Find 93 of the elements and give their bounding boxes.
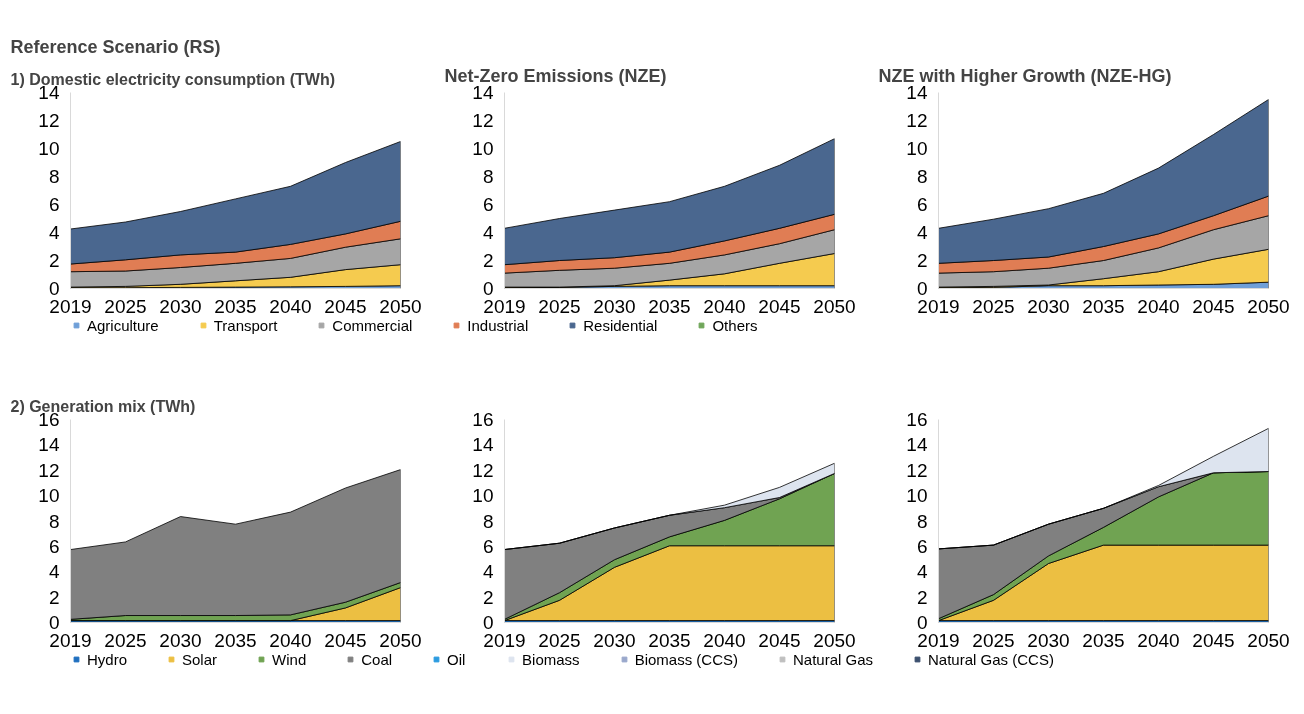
y-tick-label: 16 — [472, 409, 494, 430]
x-tick-label: 2045 — [324, 629, 367, 651]
x-tick-label: 2045 — [758, 295, 801, 317]
legend-label: Commercial — [332, 316, 413, 334]
y-tick-label: 8 — [916, 166, 928, 187]
legend-label: Hydro — [87, 650, 128, 668]
x-tick-label: 2045 — [758, 629, 801, 651]
y-tick-label: 6 — [482, 194, 494, 215]
x-tick-label: 2040 — [703, 629, 746, 651]
x-tick-label: 2040 — [1137, 295, 1180, 317]
y-tick-label: 8 — [482, 166, 494, 187]
legend-label: Oil — [447, 650, 467, 668]
x-tick-label: 2030 — [159, 629, 202, 651]
x-tick-label: 2050 — [1247, 629, 1290, 651]
legend-label: Residential — [583, 316, 658, 334]
x-tick-label: 2035 — [648, 295, 691, 317]
y-tick-label: 4 — [48, 561, 60, 583]
x-tick-label: 2025 — [972, 295, 1015, 317]
x-tick-label: 2050 — [379, 295, 422, 317]
y-tick-label: 4 — [916, 222, 928, 243]
x-tick-label: 2025 — [538, 629, 581, 651]
y-tick-label: 10 — [906, 138, 928, 159]
x-tick-label: 2040 — [1137, 629, 1180, 651]
y-tick-label: 6 — [48, 194, 60, 215]
y-tick-label: 6 — [916, 194, 928, 215]
legend-label: Others — [712, 316, 758, 334]
y-tick-label: 2 — [48, 250, 60, 271]
y-tick-label: 2 — [916, 250, 928, 271]
y-tick-label: 12 — [472, 459, 494, 481]
y-tick-label: 10 — [38, 485, 60, 507]
x-tick-label: 2035 — [1082, 629, 1125, 651]
legend-label: Coal — [361, 650, 393, 668]
chart-title: Reference Scenario (RS) — [10, 36, 221, 57]
x-tick-label: 2035 — [1082, 295, 1125, 317]
y-tick-label: 14 — [906, 434, 928, 456]
legend-label: Industrial — [467, 316, 529, 334]
y-tick-label: 8 — [48, 166, 60, 187]
x-tick-label: 2045 — [324, 295, 367, 317]
y-tick-label: 8 — [916, 510, 928, 532]
legend-label: Biomass (CCS) — [634, 650, 738, 668]
x-tick-label: 2035 — [214, 629, 257, 651]
y-tick-label: 6 — [916, 535, 928, 557]
y-tick-label: 2 — [916, 586, 928, 608]
x-tick-label: 2050 — [813, 629, 856, 651]
x-tick-label: 2030 — [593, 629, 636, 651]
y-tick-label: 2 — [48, 586, 60, 608]
x-tick-label: 2025 — [104, 629, 147, 651]
y-tick-label: 4 — [482, 561, 494, 583]
y-tick-label: 10 — [38, 138, 60, 159]
x-tick-label: 2040 — [269, 629, 312, 651]
y-tick-label: 4 — [916, 561, 928, 583]
y-tick-label: 2 — [482, 250, 494, 271]
y-tick-label: 10 — [906, 485, 928, 507]
x-tick-label: 2025 — [104, 295, 147, 317]
y-tick-label: 10 — [472, 485, 494, 507]
y-tick-label: 12 — [38, 459, 60, 481]
x-tick-label: 2035 — [648, 629, 691, 651]
y-tick-label: 14 — [472, 434, 494, 456]
y-tick-label: 8 — [48, 510, 60, 532]
y-tick-label: 4 — [48, 222, 60, 243]
y-tick-label: 14 — [38, 434, 60, 456]
y-tick-label: 4 — [482, 222, 494, 243]
legend-label: Agriculture — [87, 316, 159, 334]
x-tick-label: 2050 — [379, 629, 422, 651]
x-tick-label: 2045 — [1192, 629, 1235, 651]
x-tick-label: 2030 — [159, 295, 202, 317]
y-tick-label: 6 — [48, 535, 60, 557]
y-tick-label: 12 — [38, 110, 60, 131]
x-tick-label: 2050 — [813, 295, 856, 317]
y-tick-label: 6 — [482, 535, 494, 557]
x-tick-label: 2025 — [972, 629, 1015, 651]
x-tick-label: 2045 — [1192, 295, 1235, 317]
legend-label: Biomass — [522, 650, 580, 668]
legend-label: Transport — [213, 316, 278, 334]
legend-label: Solar — [182, 650, 218, 668]
x-tick-label: 2050 — [1247, 295, 1290, 317]
x-tick-label: 2030 — [1027, 629, 1070, 651]
y-tick-label: 16 — [906, 409, 928, 430]
y-tick-label: 10 — [472, 138, 494, 159]
legend-label: Wind — [272, 650, 307, 668]
x-tick-label: 2025 — [538, 295, 581, 317]
y-tick-label: 8 — [482, 510, 494, 532]
x-tick-label: 2040 — [269, 295, 312, 317]
y-tick-label: 12 — [472, 110, 494, 131]
x-tick-label: 2030 — [593, 295, 636, 317]
x-tick-label: 2040 — [703, 295, 746, 317]
y-tick-label: 12 — [906, 459, 928, 481]
x-tick-label: 2030 — [1027, 295, 1070, 317]
legend-label: Natural Gas (CCS) — [928, 650, 1054, 668]
x-tick-label: 2035 — [214, 295, 257, 317]
y-tick-label: 2 — [482, 586, 494, 608]
legend-label: Natural Gas — [792, 650, 874, 668]
y-tick-label: 12 — [906, 110, 928, 131]
